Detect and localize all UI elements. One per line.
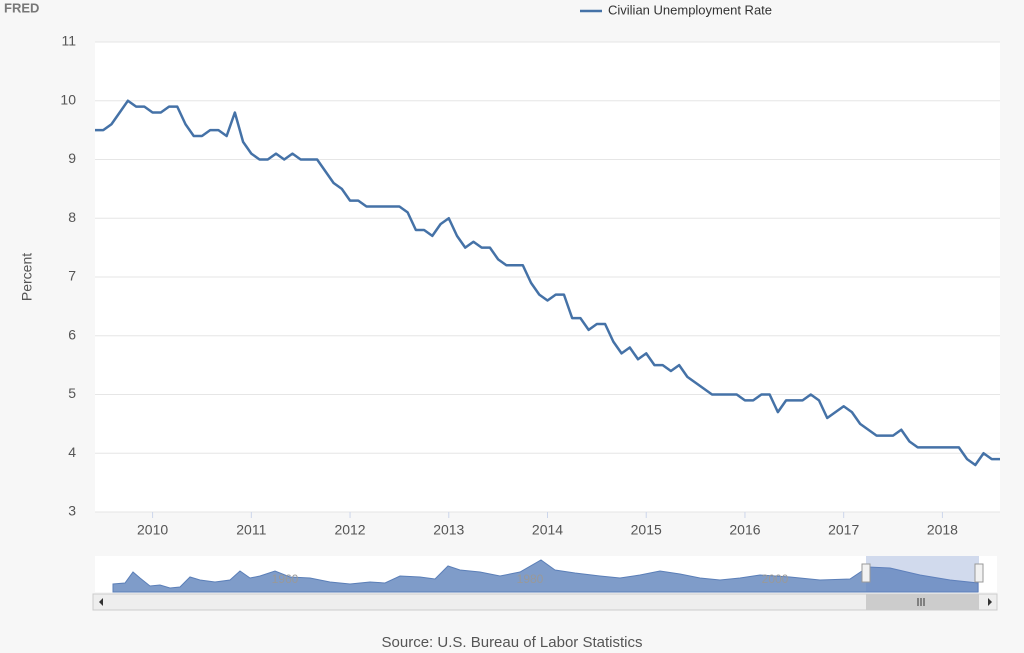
- x-tick-label: 2010: [137, 522, 168, 538]
- x-tick-label: 2012: [334, 522, 365, 538]
- x-tick-label: 2015: [631, 522, 662, 538]
- scrollbar-track[interactable]: [92, 593, 998, 611]
- y-tick-label: 3: [68, 503, 76, 519]
- y-tick-label: 8: [68, 209, 76, 225]
- y-tick-label: 10: [60, 91, 76, 107]
- x-tick-label: 2014: [532, 522, 563, 538]
- scrollbar-grip: [917, 598, 925, 606]
- navigator-label: 1980: [517, 572, 544, 586]
- y-axis-label: Percent: [19, 253, 35, 301]
- series-line: [95, 99, 1000, 467]
- y-tick-label: 6: [68, 326, 76, 342]
- y-tick-label: 11: [61, 33, 76, 49]
- brand: FRED: [4, 0, 39, 15]
- x-tick-label: 2017: [828, 522, 859, 538]
- x-tick-label: 2013: [433, 522, 464, 538]
- navigator-handle[interactable]: [861, 563, 871, 583]
- y-tick-label: 7: [68, 268, 76, 284]
- source-note: Source: U.S. Bureau of Labor Statistics: [382, 634, 643, 651]
- navigator-series: [112, 559, 979, 593]
- y-tick-label: 4: [68, 444, 76, 460]
- scroll-right[interactable]: [988, 598, 992, 606]
- navigator[interactable]: 1960 1980 2000: [95, 556, 997, 593]
- navigator-label: 1960: [272, 572, 299, 586]
- scrollbar-thumb[interactable]: [866, 594, 979, 610]
- navigator-selection[interactable]: [866, 556, 979, 592]
- scroll-left[interactable]: [99, 598, 103, 606]
- legend-entry[interactable]: Civilian Unemployment Rate: [608, 2, 772, 17]
- y-tick-label: 9: [68, 150, 76, 166]
- navigator-label: 2000: [762, 572, 789, 586]
- x-tick-label: 2016: [729, 522, 760, 538]
- x-tick-label: 2011: [236, 522, 266, 538]
- x-tick-label: 2018: [927, 522, 958, 538]
- navigator-handle[interactable]: [974, 563, 984, 583]
- scrollbar[interactable]: [92, 593, 998, 611]
- y-tick-label: 5: [68, 385, 76, 401]
